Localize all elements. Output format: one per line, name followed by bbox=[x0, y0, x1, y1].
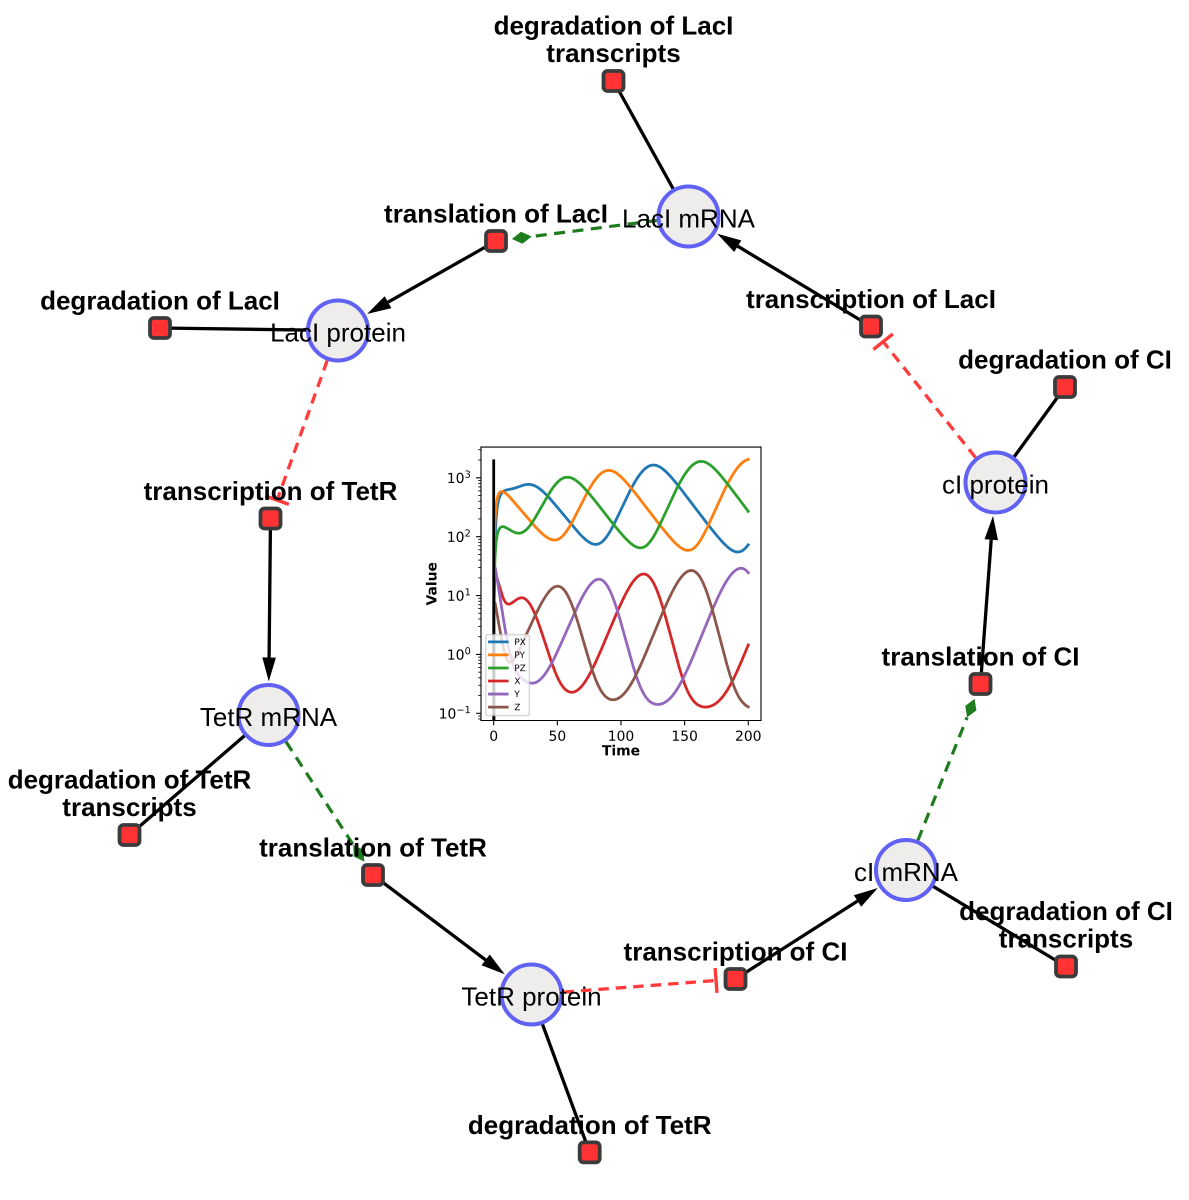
svg-text:transcripts: transcripts bbox=[546, 38, 680, 68]
svg-text:transcription of TetR: transcription of TetR bbox=[144, 476, 398, 506]
svg-text:TetR protein: TetR protein bbox=[461, 982, 601, 1012]
svg-text:translation of CI: translation of CI bbox=[882, 642, 1080, 672]
svg-text:cI mRNA: cI mRNA bbox=[854, 857, 959, 887]
svg-text:degradation of LacI: degradation of LacI bbox=[494, 11, 734, 41]
svg-text:degradation of CI: degradation of CI bbox=[958, 345, 1172, 375]
svg-text:transcription of CI: transcription of CI bbox=[624, 937, 848, 967]
svg-text:degradation of CI: degradation of CI bbox=[959, 896, 1173, 926]
svg-text:transcripts: transcripts bbox=[999, 924, 1133, 954]
svg-text:translation of LacI: translation of LacI bbox=[384, 199, 608, 229]
svg-text:LacI mRNA: LacI mRNA bbox=[622, 204, 756, 234]
svg-text:degradation of TetR: degradation of TetR bbox=[8, 765, 252, 795]
svg-text:transcription of LacI: transcription of LacI bbox=[746, 284, 996, 314]
svg-text:transcripts: transcripts bbox=[62, 792, 196, 822]
svg-text:degradation of TetR: degradation of TetR bbox=[468, 1110, 712, 1140]
svg-text:TetR mRNA: TetR mRNA bbox=[200, 702, 338, 732]
svg-text:translation of TetR: translation of TetR bbox=[259, 833, 487, 863]
svg-text:degradation of LacI: degradation of LacI bbox=[40, 286, 280, 316]
svg-text:LacI protein: LacI protein bbox=[270, 318, 406, 348]
svg-text:cI protein: cI protein bbox=[942, 470, 1049, 500]
